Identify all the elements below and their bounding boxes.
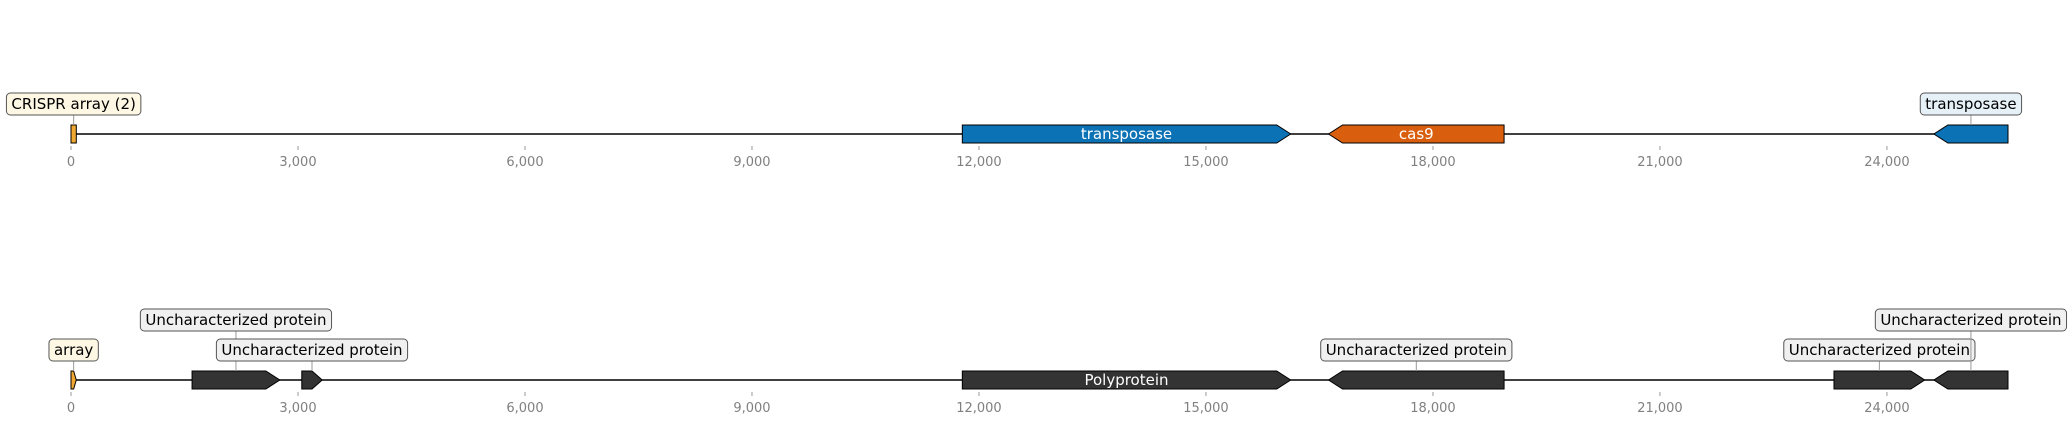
gene-arrow[interactable] (1327, 370, 1505, 390)
gene-feature[interactable]: CRISPR array (2) (5, 92, 142, 144)
gene-label: Uncharacterized protein (1880, 311, 2061, 329)
axis-tick-label: 0 (67, 401, 75, 416)
track-2: 0 3,000 6,000 9,000 12,000 15,000 18,000 21,000… (48, 308, 2068, 416)
axis-tick-label: 9,000 (733, 155, 770, 170)
axis-tick-label: 24,000 (1864, 155, 1910, 170)
gene-feature[interactable]: Uncharacterized protein (1320, 338, 1513, 390)
gene-arrow[interactable] (191, 370, 281, 390)
gene-arrow[interactable] (1932, 370, 2009, 390)
gene-feature[interactable]: cas9 (1327, 124, 1505, 144)
gene-arrow[interactable] (301, 370, 323, 390)
axis-tick-label: 18,000 (1410, 401, 1456, 416)
gene-inner-label: Polyprotein (1084, 371, 1168, 389)
gene-feature[interactable]: Uncharacterized protein (139, 308, 333, 390)
label-box (1919, 92, 2023, 116)
gene-label: Uncharacterized protein (1326, 341, 1507, 359)
axis-tick-label: 21,000 (1637, 155, 1683, 170)
gene-label: transposase (1925, 95, 2016, 113)
label-box (1320, 338, 1513, 362)
gene-feature[interactable]: transposase (961, 124, 1292, 144)
axis-tick-label: 15,000 (1183, 155, 1229, 170)
label-box (48, 338, 99, 362)
axis-tick-label: 3,000 (279, 155, 316, 170)
axis-tick-label: 12,000 (956, 155, 1002, 170)
axis-tick-label: 0 (67, 155, 75, 170)
axis-tick-label: 15,000 (1183, 401, 1229, 416)
gene-feature[interactable]: Uncharacterized protein (215, 338, 409, 390)
label-box (1874, 308, 2068, 332)
axis-tick-label: 6,000 (506, 155, 543, 170)
gene-arrow[interactable] (1833, 370, 1926, 390)
gene-arrow[interactable] (961, 370, 1292, 390)
gene-label: Uncharacterized protein (145, 311, 326, 329)
axis-tick-label: 6,000 (506, 401, 543, 416)
track-1: 0 3,000 6,000 9,000 12,000 15,000 18,000 21,000… (5, 92, 2023, 170)
gene-arrow[interactable] (961, 124, 1292, 144)
gene-label: CRISPR array (2) (11, 95, 135, 113)
gene-arrow[interactable] (1327, 124, 1505, 144)
gene-label: array (54, 341, 93, 359)
label-box (5, 92, 142, 116)
axis-tick-label: 12,000 (956, 401, 1002, 416)
gene-feature[interactable]: array (48, 338, 99, 390)
axis-tick-label: 9,000 (733, 401, 770, 416)
axis-tick-label: 24,000 (1864, 401, 1910, 416)
label-box (139, 308, 333, 332)
axis-tick-label: 18,000 (1410, 155, 1456, 170)
gene-arrow[interactable] (70, 370, 77, 390)
gene-label: Uncharacterized protein (1789, 341, 1970, 359)
gene-inner-label: cas9 (1399, 125, 1434, 143)
gene-arrow[interactable] (70, 124, 77, 144)
gene-arrow[interactable] (1932, 124, 2009, 144)
axis-tick-label: 21,000 (1637, 401, 1683, 416)
gene-label: Uncharacterized protein (221, 341, 402, 359)
label-box (1783, 338, 1976, 362)
gene-feature[interactable]: Uncharacterized protein (1783, 338, 1976, 390)
label-box (215, 338, 409, 362)
gene-feature[interactable]: Polyprotein (961, 370, 1292, 390)
gene-feature[interactable]: Uncharacterized protein (1874, 308, 2068, 390)
axis-tick-label: 3,000 (279, 401, 316, 416)
gene-inner-label: transposase (1081, 125, 1172, 143)
gene-feature[interactable]: transposase (1919, 92, 2023, 144)
